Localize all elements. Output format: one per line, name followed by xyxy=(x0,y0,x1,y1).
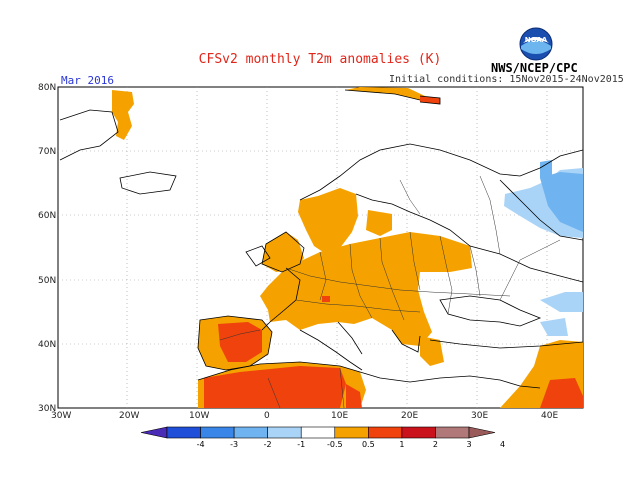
colorbar-tick-label: -4 xyxy=(197,440,205,449)
colorbar-segment xyxy=(200,426,235,439)
colorbar-tick-label: 2 xyxy=(433,440,438,449)
lon-label: 0 xyxy=(264,411,270,421)
colorbar-tick-label: -1 xyxy=(297,440,305,449)
colorbar-segment xyxy=(401,426,436,439)
colorbar: -4 -3 -2 -1 -0.5 0.5 1 2 3 4 xyxy=(140,426,505,449)
lon-label: 20E xyxy=(401,411,418,421)
colorbar-segment xyxy=(435,426,470,439)
lon-label: 40E xyxy=(541,411,558,421)
forecast-month: Mar 2016 xyxy=(61,74,114,87)
colorbar-tick-label: 1 xyxy=(399,440,404,449)
colorbar-tick-label: 3 xyxy=(466,440,471,449)
chart-title: CFSv2 monthly T2m anomalies (K) xyxy=(198,52,442,67)
lon-label: 20W xyxy=(119,411,139,421)
lat-label: 80N xyxy=(38,83,56,93)
lon-label: 10E xyxy=(331,411,348,421)
lat-label: 60N xyxy=(38,211,56,221)
colorbar-arrow-right xyxy=(468,426,496,439)
longitude-labels: 30W 20W 10W 0 10E 20E 30E 40E xyxy=(51,411,558,421)
colorbar-segment xyxy=(334,426,369,439)
colorbar-segment xyxy=(233,426,268,439)
lat-label: 40N xyxy=(38,340,56,350)
country-borders xyxy=(219,175,561,409)
colorbar-arrow-left xyxy=(140,426,168,439)
colorbar-segment xyxy=(368,426,403,439)
initial-conditions: Initial conditions: 15Nov2015-24Nov2015 xyxy=(389,74,624,85)
colorbar-tick-label: -0.5 xyxy=(327,440,343,449)
colorbar-tick-label: -3 xyxy=(230,440,238,449)
lon-label: 30E xyxy=(471,411,488,421)
lon-label: 10W xyxy=(189,411,209,421)
lat-label: 70N xyxy=(38,147,56,157)
colorbar-segment xyxy=(267,426,302,439)
colorbar-segment xyxy=(166,426,201,439)
anomaly-cool xyxy=(504,160,583,336)
noaa-logo: NOAA xyxy=(519,27,553,61)
logo-text: NOAA xyxy=(525,36,548,44)
colorbar-tick-label: -2 xyxy=(264,440,272,449)
anomaly-1-2 xyxy=(204,96,583,408)
colorbar-tick-label: 0.5 xyxy=(362,440,375,449)
lat-label: 50N xyxy=(38,276,56,286)
colorbar-segment xyxy=(300,426,336,439)
colorbar-tick-label: 4 xyxy=(500,440,505,449)
latitude-labels: 80N 70N 60N 50N 40N 30N xyxy=(38,83,56,414)
lat-label: 30N xyxy=(38,404,56,414)
lon-label: 30W xyxy=(51,411,71,421)
agency-label: NWS/NCEP/CPC xyxy=(491,61,578,75)
coastlines xyxy=(59,89,584,389)
